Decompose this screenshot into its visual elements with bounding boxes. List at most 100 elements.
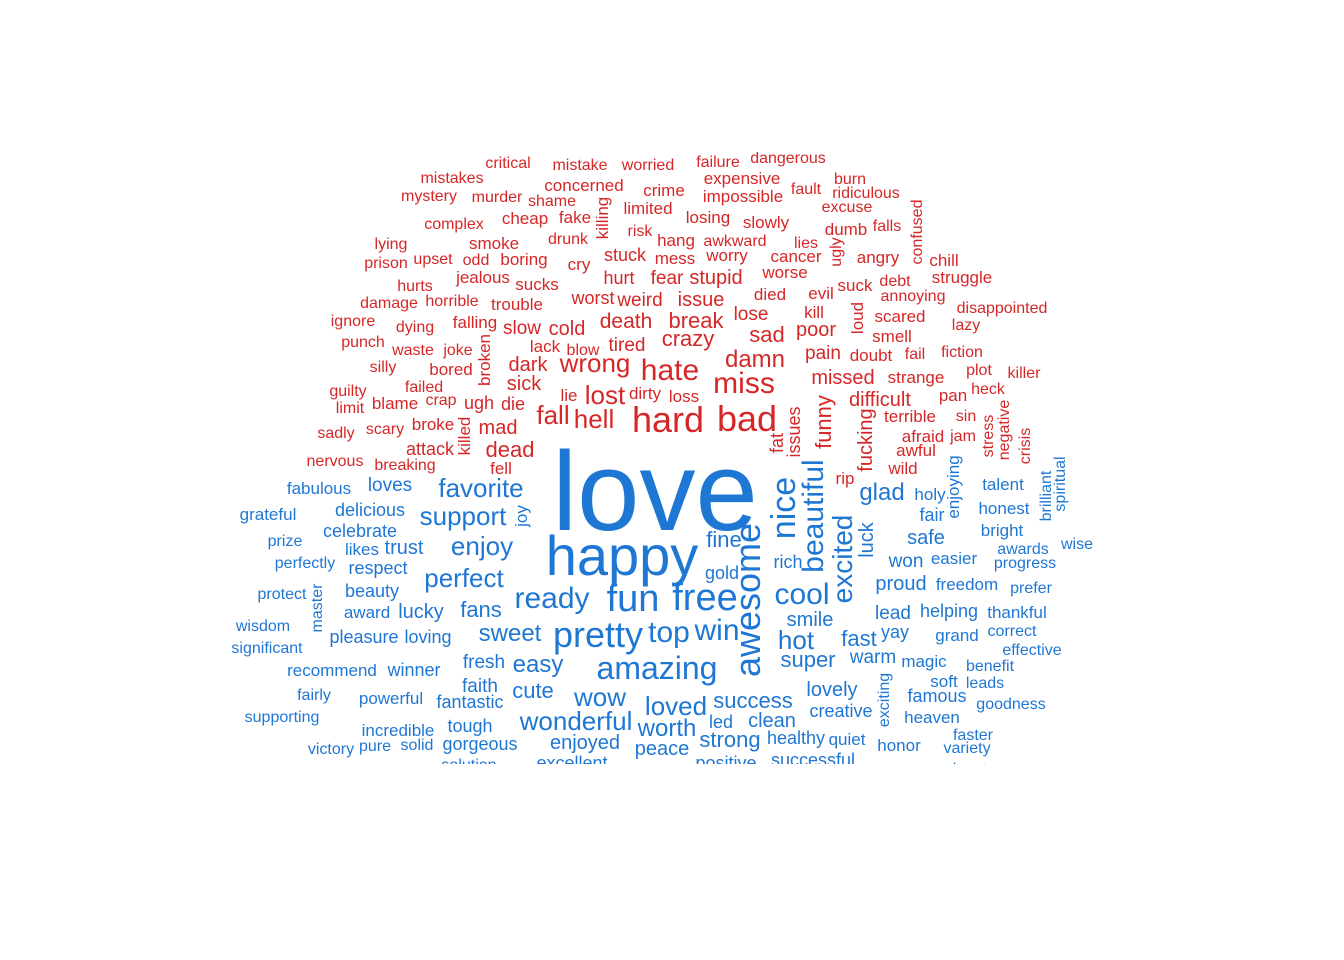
word-horrible: horrible — [425, 293, 478, 310]
word-recommend: recommend — [287, 661, 377, 680]
word-failure: failure — [696, 154, 740, 171]
word-fans: fans — [460, 597, 502, 622]
word-limit: limit — [336, 400, 365, 417]
word-cheap: cheap — [502, 209, 548, 228]
word-variety: variety — [943, 740, 990, 757]
word-concerned: concerned — [544, 176, 623, 195]
word-love: love — [552, 429, 757, 554]
word-sad: sad — [749, 322, 784, 347]
word-limited: limited — [623, 199, 672, 218]
word-scared: scared — [874, 307, 925, 326]
word-dead: dead — [486, 437, 535, 462]
word-bright: bright — [981, 521, 1024, 540]
word-proud: proud — [875, 573, 926, 595]
word-easier: easier — [931, 549, 978, 568]
word-faith: faith — [462, 676, 498, 697]
word-winner: winner — [386, 660, 440, 680]
word-blow: blow — [567, 342, 600, 359]
word-miss: miss — [713, 367, 775, 400]
word-sweet: sweet — [479, 620, 542, 647]
word-annoying: annoying — [881, 288, 946, 305]
word-success: success — [713, 688, 792, 713]
word-critical: critical — [485, 155, 530, 172]
word-hurts: hurts — [397, 278, 433, 295]
word-jealous: jealous — [455, 268, 510, 287]
word-crap: crap — [425, 392, 456, 409]
word-weird: weird — [616, 290, 662, 311]
word-worst: worst — [570, 288, 614, 308]
word-rip: rip — [836, 469, 855, 488]
word-strange: strange — [888, 368, 945, 387]
word-clean: clean — [748, 710, 796, 732]
word-dangerous: dangerous — [750, 150, 826, 167]
word-honest: honest — [978, 499, 1029, 518]
word-boring: boring — [500, 250, 547, 269]
word-favorite: favorite — [438, 473, 523, 503]
word-worried: worried — [621, 157, 674, 174]
word-drunk: drunk — [548, 231, 589, 248]
word-dark: dark — [509, 354, 549, 376]
word-disappointed: disappointed — [957, 300, 1048, 317]
word-award: award — [344, 603, 390, 622]
word-brilliant: brilliant — [1038, 470, 1055, 521]
word-trouble: trouble — [491, 295, 543, 314]
word-fail: fail — [905, 346, 925, 363]
word-failed: failed — [405, 379, 443, 396]
word-glad: glad — [859, 479, 904, 506]
word-ignore: ignore — [331, 313, 376, 330]
word-quiet: quiet — [829, 730, 866, 749]
word-safe: safe — [907, 527, 945, 549]
word-awkward: awkward — [703, 233, 766, 250]
word-hang: hang — [657, 231, 695, 250]
word-cloud-words: critical mistake worried failure dangerous mi… — [231, 150, 1093, 764]
word-strong: strong — [699, 727, 760, 752]
word-rich: rich — [773, 552, 802, 572]
word-goodness: goodness — [976, 696, 1045, 713]
word-victory: victory — [308, 741, 354, 758]
word-grateful: grateful — [240, 505, 297, 524]
word-nervous: nervous — [307, 453, 364, 470]
word-complex: complex — [424, 216, 484, 233]
word-lose: lose — [734, 304, 769, 325]
word-risk: risk — [628, 223, 654, 240]
word-killed: killed — [455, 417, 474, 456]
word-losing: losing — [686, 208, 730, 227]
word-mess: mess — [655, 249, 696, 268]
word-fabulous: fabulous — [287, 479, 351, 498]
word-correct: correct — [988, 623, 1037, 640]
word-loved: loved — [645, 691, 707, 721]
word-punch: punch — [341, 334, 385, 351]
word-odd: odd — [463, 252, 490, 269]
word-perfectly: perfectly — [275, 555, 335, 572]
word-evil: evil — [808, 284, 834, 303]
word-death: death — [600, 310, 653, 333]
word-faster: faster — [953, 727, 994, 744]
word-master: master — [309, 583, 326, 633]
word-worth: worth — [637, 715, 697, 742]
word-funny: funny — [811, 395, 836, 449]
word-expensive: expensive — [704, 169, 781, 188]
word-falls: falls — [873, 218, 901, 235]
word-gorgeous: gorgeous — [442, 734, 517, 754]
word-amazing: amazing — [597, 650, 718, 686]
word-protect: protect — [258, 586, 307, 603]
word-mystery: mystery — [401, 188, 457, 205]
word-smile: smile — [787, 609, 834, 631]
word-lost: lost — [585, 380, 626, 410]
word-progress: progress — [994, 555, 1056, 572]
word-crisis: crisis — [1017, 428, 1034, 464]
word-enjoying: enjoying — [944, 455, 963, 518]
word-thankful: thankful — [987, 603, 1047, 622]
word-mistake: mistake — [552, 157, 607, 174]
word-ready: ready — [514, 582, 589, 615]
word-stress: stress — [980, 415, 997, 458]
word-sin: sin — [956, 408, 976, 425]
word-die: die — [501, 394, 525, 414]
word-bored: bored — [429, 360, 472, 379]
word-debt: debt — [879, 273, 911, 290]
word-free: free — [672, 577, 737, 619]
word-perfect: perfect — [424, 563, 504, 593]
word-crazy: crazy — [662, 326, 715, 351]
word-smoke: smoke — [469, 234, 519, 253]
